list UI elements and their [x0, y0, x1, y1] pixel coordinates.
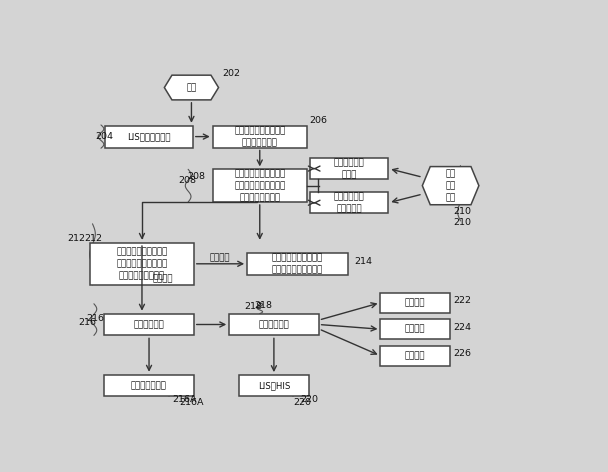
Text: 210: 210 [453, 218, 471, 227]
Text: 224: 224 [454, 323, 471, 332]
Text: 培养阳性: 培养阳性 [210, 253, 230, 262]
Text: LIS签收标本入库: LIS签收标本入库 [127, 132, 171, 141]
FancyBboxPatch shape [311, 192, 388, 213]
Text: 218: 218 [244, 302, 263, 311]
FancyBboxPatch shape [239, 375, 309, 396]
Text: 214: 214 [354, 258, 373, 267]
Text: 220: 220 [293, 398, 311, 407]
Text: 质量控制: 质量控制 [405, 351, 426, 360]
FancyBboxPatch shape [105, 126, 193, 147]
Text: 查询统计: 查询统计 [405, 325, 426, 334]
Text: 申请单根据检验项规则
自动生成记录单: 申请单根据检验项规则 自动生成记录单 [234, 126, 285, 147]
Text: 206: 206 [309, 116, 328, 125]
FancyBboxPatch shape [229, 313, 319, 336]
Polygon shape [164, 75, 218, 100]
Text: 登录: 登录 [186, 83, 196, 92]
Text: 培养阴性: 培养阴性 [153, 275, 173, 284]
FancyBboxPatch shape [247, 253, 348, 275]
FancyBboxPatch shape [105, 313, 194, 336]
Text: 生产厂商已贴
有条码平皿: 生产厂商已贴 有条码平皿 [334, 193, 365, 213]
Text: 检验流程平皿信息及数
据保存记录（系统自动
记录检验人及时间）: 检验流程平皿信息及数 据保存记录（系统自动 记录检验人及时间） [116, 247, 168, 280]
Text: 试剂
耗材
入库: 试剂 耗材 入库 [446, 169, 456, 202]
Polygon shape [423, 167, 479, 205]
Text: 212: 212 [85, 234, 103, 243]
FancyBboxPatch shape [381, 346, 450, 366]
Text: 210: 210 [454, 207, 471, 216]
Text: 216: 216 [86, 314, 105, 323]
Text: 216A: 216A [173, 395, 197, 404]
Text: 216: 216 [79, 318, 97, 327]
Text: 校核管理: 校核管理 [405, 298, 426, 307]
Text: 212: 212 [67, 234, 85, 243]
Text: 204: 204 [95, 132, 113, 141]
Text: 条码黏贴与平
皿表面: 条码黏贴与平 皿表面 [334, 158, 365, 179]
Text: 自动获取检验仪器鉴定
药敏结果实现双向通信: 自动获取检验仪器鉴定 药敏结果实现双向通信 [272, 253, 323, 274]
Text: 220: 220 [300, 395, 318, 404]
FancyBboxPatch shape [90, 243, 194, 285]
FancyBboxPatch shape [213, 126, 307, 147]
Text: 202: 202 [223, 69, 241, 78]
Text: 形成正式报告: 形成正式报告 [258, 320, 289, 329]
FancyBboxPatch shape [381, 293, 450, 312]
Text: LIS及HIS: LIS及HIS [258, 381, 290, 390]
Text: 增加或重做试验: 增加或重做试验 [131, 381, 167, 390]
FancyBboxPatch shape [311, 158, 388, 179]
FancyBboxPatch shape [105, 375, 194, 396]
Text: 根据检验流程选择记录
单接种与条码平皿上、
并记录托盘位置。: 根据检验流程选择记录 单接种与条码平皿上、 并记录托盘位置。 [234, 169, 285, 202]
Text: 审核检验报告: 审核检验报告 [134, 320, 164, 329]
Text: 208: 208 [187, 172, 205, 181]
Text: 208: 208 [179, 177, 197, 185]
Text: 218: 218 [255, 301, 272, 310]
Text: 226: 226 [454, 349, 471, 358]
FancyBboxPatch shape [381, 319, 450, 339]
FancyBboxPatch shape [213, 169, 307, 202]
Text: 216A: 216A [179, 398, 204, 407]
Text: 222: 222 [454, 296, 471, 305]
